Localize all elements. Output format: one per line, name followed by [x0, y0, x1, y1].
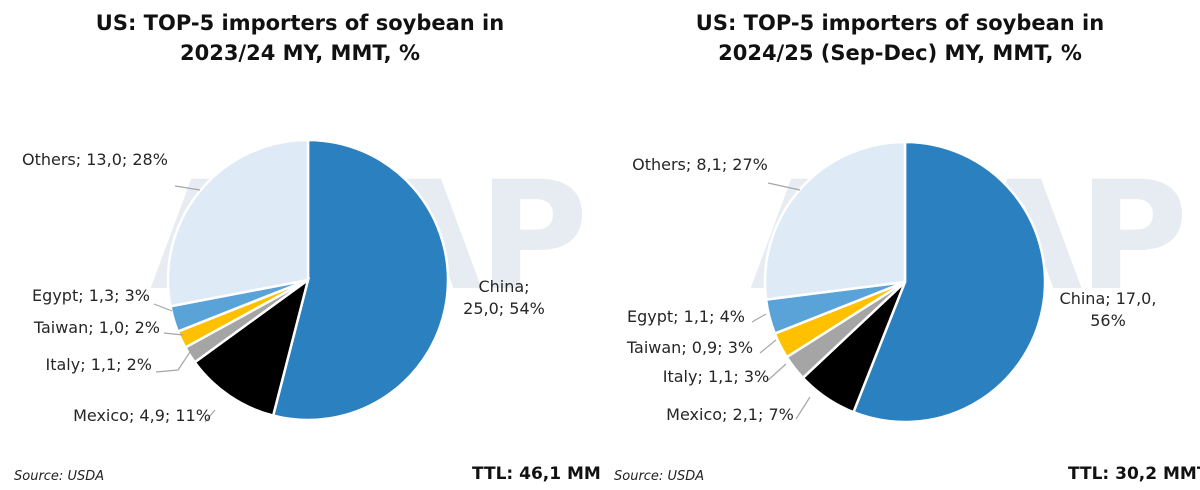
leader-line-mexico: [204, 409, 216, 423]
data-label-others: Others; 13,0; 28%: [22, 150, 168, 169]
leader-line-others: [767, 182, 801, 191]
pie-slice-others: [763, 140, 907, 301]
data-label-china: China; 25,0; 54%: [463, 277, 545, 318]
leader-line-egypt: [153, 303, 173, 312]
data-label-egypt: Egypt; 1,3; 3%: [32, 286, 150, 305]
source-note: Source: USDA: [14, 469, 105, 484]
data-label-others: Others; 8,1; 27%: [632, 155, 768, 174]
leader-line-egypt: [751, 313, 767, 323]
pie-panel-2023-24: ASAP US: TOP-5 importers of soybean in 2…: [0, 8, 600, 484]
total-label: TTL: 30,2 MMT: [1068, 464, 1200, 484]
pie-panel-2024-25: ASAP US: TOP-5 importers of soybean in 2…: [600, 0, 1200, 490]
data-label-taiwan: Taiwan; 0,9; 3%: [626, 338, 753, 357]
data-label-egypt: Egypt; 1,1; 4%: [627, 307, 745, 326]
chart-title: US: TOP-5 importers of soybean in 2023/2…: [0, 8, 600, 68]
chart-title-line-2: 2024/25 (Sep-Dec) MY, MMT, %: [718, 41, 1082, 65]
leader-line-mexico: [795, 396, 811, 420]
data-label-italy: Italy; 1,1; 2%: [46, 355, 153, 374]
leader-line-italy: [155, 351, 191, 373]
data-label-taiwan: Taiwan; 1,0; 2%: [33, 318, 160, 337]
pie-slice-china: [851, 140, 1047, 424]
leader-line-italy: [765, 363, 787, 383]
leader-line-others: [174, 185, 201, 191]
chart-title-line-1: US: TOP-5 importers of soybean in: [695, 11, 1105, 35]
data-label-china: China; 17,0, 56%: [1060, 289, 1157, 330]
pie-slice-mexico: [192, 276, 311, 418]
data-label-mexico: Mexico; 2,1; 7%: [666, 405, 794, 424]
data-label-mexico: Mexico; 4,9; 11%: [73, 406, 211, 425]
chart-title-line-1: US: TOP-5 importers of soybean in: [95, 11, 505, 35]
leader-line-taiwan: [759, 339, 777, 354]
leader-line-taiwan: [163, 332, 184, 336]
source-note: Source: USDA: [614, 469, 705, 484]
pie-slice-china: [271, 138, 450, 422]
data-label-italy: Italy; 1,1; 3%: [663, 367, 770, 386]
pie-chart: China; 25,0; 54% Mexico; 4,9; 11% Italy; 1,…: [22, 138, 545, 425]
total-label: TTL: 46,1 MMT: [472, 464, 600, 484]
chart-title: US: TOP-5 importers of soybean in 2024/2…: [600, 8, 1200, 68]
chart-title-line-2: 2023/24 MY, MMT, %: [179, 41, 421, 65]
pie-chart: China; 17,0, 56% Mexico; 2,1; 7% Italy; 1,1…: [626, 140, 1157, 424]
pie-slice-others: [166, 138, 310, 308]
